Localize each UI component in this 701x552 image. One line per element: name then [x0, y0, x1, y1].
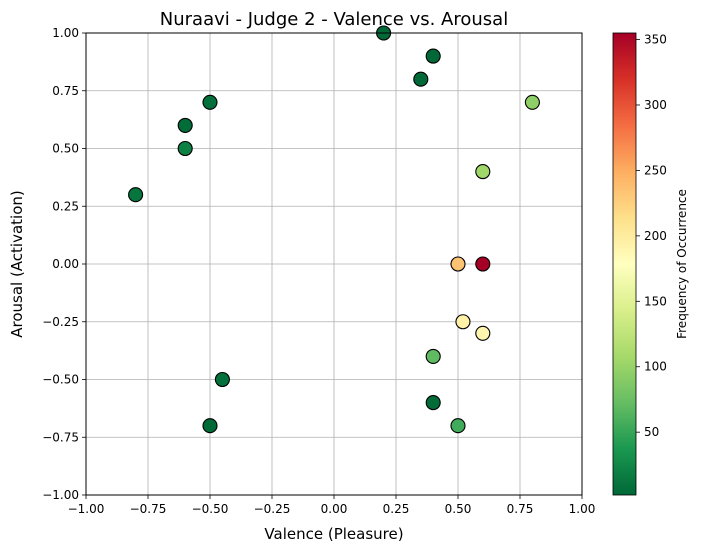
data-point	[202, 418, 218, 434]
chart-title: Nuraavi - Judge 2 - Valence vs. Arousal	[160, 9, 508, 30]
x-tick-label: 1.00	[569, 502, 596, 516]
colorbar-label: Frequency of Occurrence	[675, 189, 689, 339]
data-point	[524, 94, 540, 110]
data-point	[177, 140, 193, 157]
y-tick-label: 1.00	[52, 26, 79, 40]
data-point	[214, 371, 230, 388]
colorbar-ticks: 50 100 150 200 250 300 350	[636, 33, 667, 439]
data-point	[425, 48, 441, 64]
data-point	[450, 256, 466, 272]
y-tick-label: −1.00	[42, 488, 79, 502]
y-axis-label: Arousal (Activation)	[8, 190, 26, 338]
colorbar-tick-label: 50	[644, 425, 659, 439]
x-tick-label: 0.00	[321, 502, 348, 516]
colorbar	[612, 32, 637, 496]
x-tick-label: −0.75	[130, 502, 167, 516]
y-tick-label: 0.75	[52, 84, 79, 98]
colorbar-tick-label: 200	[644, 229, 667, 243]
y-ticks: −1.00 −0.75 −0.50 −0.25 0.00 0.25 0.50 0.75 1.00	[42, 26, 86, 502]
colorbar-tick-label: 300	[644, 98, 667, 112]
y-tick-label: −0.25	[42, 315, 79, 329]
colorbar-tick-label: 100	[644, 360, 667, 374]
data-point	[425, 348, 441, 364]
plot-area-frame	[85, 32, 583, 496]
colorbar-tick-label: 350	[644, 33, 667, 47]
data-point	[475, 325, 491, 341]
y-tick-label: 0.25	[52, 199, 79, 213]
x-ticks: −1.00 −0.75 −0.50 −0.25 0.00 0.25 0.50 0.75 1.00	[68, 495, 596, 516]
colorbar-tick-label: 150	[644, 294, 667, 308]
y-tick-label: 0.00	[52, 257, 79, 271]
x-tick-label: 0.25	[383, 502, 410, 516]
data-point	[455, 314, 471, 330]
x-tick-label: −1.00	[68, 502, 105, 516]
colorbar-tick-label: 250	[644, 163, 667, 177]
y-tick-label: 0.50	[52, 142, 79, 156]
data-point	[475, 256, 491, 272]
x-tick-label: 0.75	[507, 502, 534, 516]
data-point	[475, 164, 491, 180]
data-point	[128, 187, 144, 203]
x-tick-label: −0.25	[254, 502, 291, 516]
data-point	[425, 395, 441, 411]
y-tick-label: −0.50	[42, 373, 79, 387]
data-point	[413, 71, 429, 87]
x-axis-label: Valence (Pleasure)	[264, 525, 403, 543]
x-tick-label: −0.50	[192, 502, 229, 516]
data-point	[450, 418, 466, 434]
y-tick-label: −0.75	[42, 430, 79, 444]
grid	[85, 32, 583, 496]
x-tick-label: 0.50	[445, 502, 472, 516]
data-point	[202, 94, 218, 110]
data-point	[177, 117, 193, 133]
